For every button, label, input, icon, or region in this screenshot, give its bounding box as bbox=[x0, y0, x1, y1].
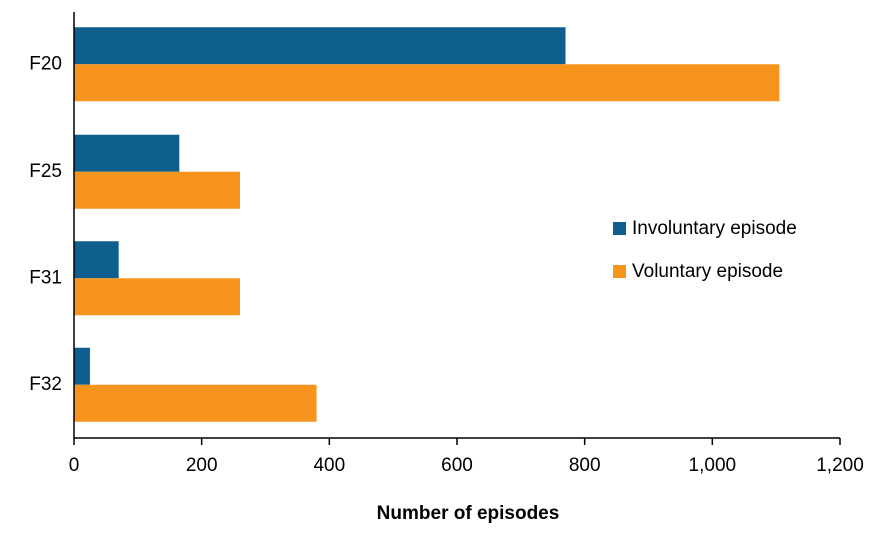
legend-swatch bbox=[613, 265, 626, 278]
bar bbox=[74, 27, 566, 65]
x-tick-label: 1,000 bbox=[689, 455, 737, 476]
bar bbox=[74, 347, 90, 385]
y-tick-label: F20 bbox=[29, 53, 62, 74]
bar bbox=[74, 64, 780, 102]
legend-swatch bbox=[613, 222, 626, 235]
y-tick-label: F32 bbox=[29, 374, 62, 395]
x-tick-label: 600 bbox=[441, 455, 473, 476]
y-tick-label: F31 bbox=[29, 267, 62, 288]
x-tick-label: 1,200 bbox=[816, 455, 864, 476]
y-tick-label: F25 bbox=[29, 161, 62, 182]
x-tick-label: 800 bbox=[569, 455, 601, 476]
bar bbox=[74, 278, 240, 316]
x-axis-label: Number of episodes bbox=[377, 503, 560, 524]
bar bbox=[74, 384, 317, 422]
legend-label: Involuntary episode bbox=[632, 218, 797, 239]
bar bbox=[74, 241, 119, 279]
legend-label: Voluntary episode bbox=[632, 261, 783, 282]
x-tick-label: 0 bbox=[69, 455, 80, 476]
bar bbox=[74, 171, 240, 209]
x-tick-label: 400 bbox=[313, 455, 345, 476]
bar bbox=[74, 134, 180, 172]
x-tick-label: 200 bbox=[186, 455, 218, 476]
